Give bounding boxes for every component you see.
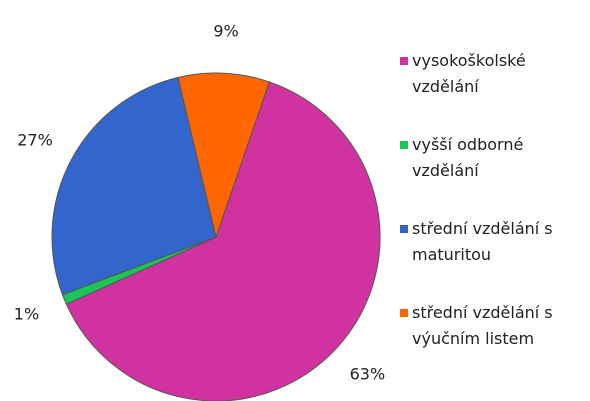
legend-label: střední vzdělání s výučním listem: [412, 303, 553, 348]
legend-item: střední vzdělání s výučním listem: [400, 300, 585, 384]
legend-label: vysokoškolské vzdělání: [412, 51, 526, 96]
legend-label: vyšší odborné vzdělání: [412, 135, 524, 180]
pie-slice: [177, 72, 271, 239]
legend: vysokoškolské vzdělání vyšší odborné vzdě…: [400, 48, 585, 384]
data-label: 63%: [350, 365, 386, 384]
legend-item: střední vzdělání s maturitou: [400, 216, 585, 300]
legend-swatch: [400, 309, 408, 317]
legend-swatch: [400, 225, 408, 233]
pie-slice: [65, 81, 381, 401]
legend-item: vyšší odborné vzdělání: [400, 132, 585, 216]
data-label: 9%: [213, 22, 238, 41]
pie-slice: [51, 76, 217, 296]
legend-swatch: [400, 57, 408, 65]
data-label: 1%: [14, 305, 39, 324]
legend-label: střední vzdělání s maturitou: [412, 219, 553, 264]
legend-swatch: [400, 141, 408, 149]
legend-item: vysokoškolské vzdělání: [400, 48, 585, 132]
data-label: 27%: [17, 130, 53, 149]
